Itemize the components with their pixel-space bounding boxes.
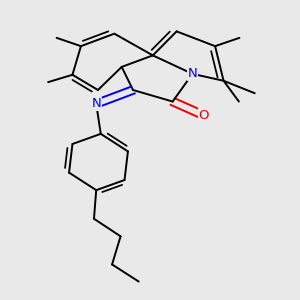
Text: N: N <box>92 97 101 110</box>
Text: O: O <box>199 109 209 122</box>
Text: N: N <box>188 67 197 80</box>
